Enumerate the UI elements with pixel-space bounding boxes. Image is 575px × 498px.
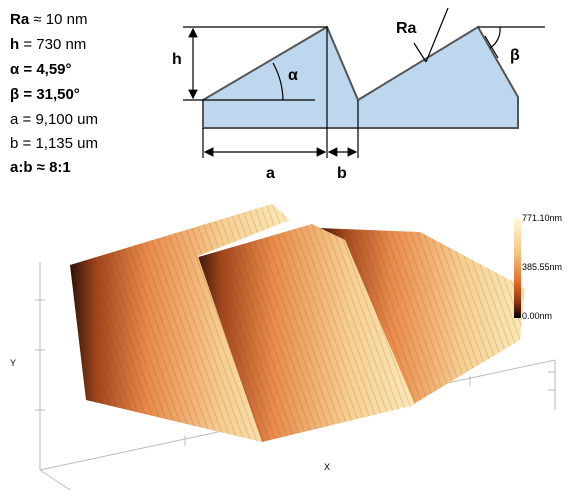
figure: Ra ≈ 10 nm h = 730 nm α = 4,59° β = 31,5… xyxy=(0,0,575,498)
param: b = 1,135 um xyxy=(10,135,98,152)
text: h xyxy=(10,36,19,53)
text: = 4,59° xyxy=(23,61,71,78)
label-alpha: α xyxy=(288,67,298,84)
text: = 31,50° xyxy=(23,86,79,103)
param: β = 31,50° xyxy=(10,86,80,103)
text: α xyxy=(10,61,20,78)
text: b xyxy=(10,135,18,152)
page: {"parameters": [ {"label": "Ra", "value"… xyxy=(0,0,575,498)
colorbar-label: 771.10nm xyxy=(522,213,562,223)
x-axis-label: X xyxy=(324,462,330,472)
param: a:b ≈ 8:1 xyxy=(10,159,71,176)
text: = 730 nm xyxy=(23,36,86,53)
text: = 1,135 um xyxy=(23,135,98,152)
text: ≈ 8:1 xyxy=(37,159,71,176)
colorbar-label: 385.55nm xyxy=(522,262,562,272)
colorbar-label: 0.00nm xyxy=(522,311,552,321)
text: β xyxy=(10,86,19,103)
param: a = 9,100 um xyxy=(10,111,98,128)
label-ra: Ra xyxy=(396,20,417,37)
parameters: Ra ≈ 10 nm h = 730 nm α = 4,59° β = 31,5… xyxy=(10,11,98,176)
surface-render xyxy=(70,204,525,442)
label-b: b xyxy=(337,165,347,182)
colorbar xyxy=(514,218,521,318)
label-a: a xyxy=(266,165,275,182)
profile-diagram xyxy=(183,8,545,158)
param: α = 4,59° xyxy=(10,61,72,78)
text: a:b xyxy=(10,159,33,176)
label-beta: β xyxy=(510,47,520,64)
text: a xyxy=(10,111,19,128)
label-h: h xyxy=(172,51,182,68)
param: Ra ≈ 10 nm xyxy=(10,11,87,28)
y-axis-label: Y xyxy=(10,358,16,368)
text: ≈ 10 nm xyxy=(33,11,87,28)
text: Ra xyxy=(10,11,30,28)
param: h = 730 nm xyxy=(10,36,86,53)
text: = 9,100 um xyxy=(23,111,98,128)
